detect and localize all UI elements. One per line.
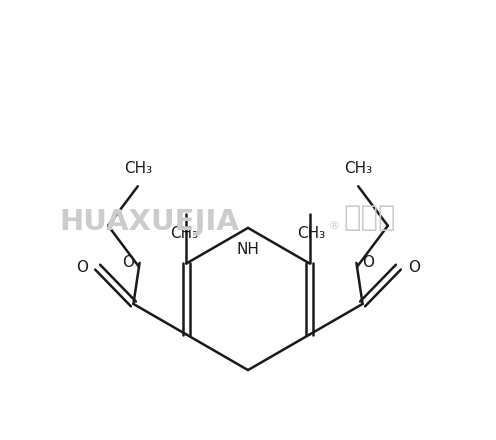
Text: HUAXUEJIA: HUAXUEJIA bbox=[60, 208, 239, 236]
Text: CH₃: CH₃ bbox=[124, 161, 152, 176]
Text: O: O bbox=[362, 255, 374, 271]
Text: CH₃: CH₃ bbox=[171, 226, 198, 241]
Text: NH: NH bbox=[237, 242, 259, 257]
Text: ®: ® bbox=[329, 221, 340, 231]
Text: CH₃: CH₃ bbox=[344, 161, 372, 176]
Text: O: O bbox=[76, 260, 88, 275]
Text: O: O bbox=[122, 255, 134, 271]
Text: 化学加: 化学加 bbox=[344, 204, 396, 232]
Text: O: O bbox=[408, 260, 420, 275]
Text: CH₃: CH₃ bbox=[298, 226, 325, 241]
